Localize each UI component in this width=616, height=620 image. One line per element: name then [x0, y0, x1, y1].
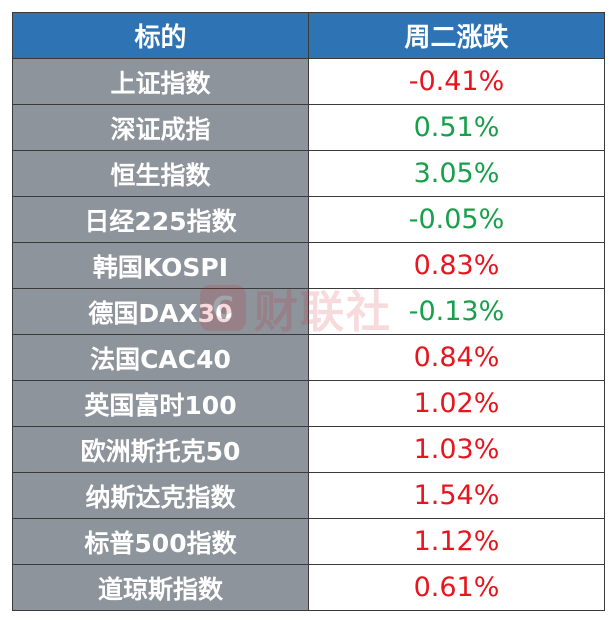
table-row: 德国DAX30 -0.13% — [12, 288, 605, 335]
index-name: 英国富时100 — [12, 380, 309, 427]
index-name: 道琼斯指数 — [12, 564, 309, 611]
table-header-row: 标的 周二涨跌 — [12, 12, 605, 59]
table-row: 日经225指数 -0.05% — [12, 196, 605, 243]
change-value: 3.05% — [308, 150, 605, 197]
table-row: 欧洲斯托克50 1.03% — [12, 426, 605, 473]
change-value: -0.41% — [308, 58, 605, 105]
index-name: 标普500指数 — [12, 518, 309, 565]
change-value: 0.83% — [308, 242, 605, 289]
market-change-table: 标的 周二涨跌 上证指数 -0.41% 深证成指 0.51% 恒生指数 3.05… — [12, 12, 605, 611]
market-table-container: 标的 周二涨跌 上证指数 -0.41% 深证成指 0.51% 恒生指数 3.05… — [12, 12, 605, 611]
index-name: 德国DAX30 — [12, 288, 309, 335]
table-row: 法国CAC40 0.84% — [12, 334, 605, 381]
change-value: -0.13% — [308, 288, 605, 335]
index-name: 日经225指数 — [12, 196, 309, 243]
table-row: 英国富时100 1.02% — [12, 380, 605, 427]
change-value: 0.51% — [308, 104, 605, 151]
change-value: 1.03% — [308, 426, 605, 473]
header-index-name: 标的 — [12, 12, 309, 59]
index-name: 韩国KOSPI — [12, 242, 309, 289]
change-value: 0.61% — [308, 564, 605, 611]
table-row: 纳斯达克指数 1.54% — [12, 472, 605, 519]
change-value: -0.05% — [308, 196, 605, 243]
table-row: 深证成指 0.51% — [12, 104, 605, 151]
table-row: 标普500指数 1.12% — [12, 518, 605, 565]
change-value: 1.02% — [308, 380, 605, 427]
index-name: 恒生指数 — [12, 150, 309, 197]
table-row: 恒生指数 3.05% — [12, 150, 605, 197]
change-value: 0.84% — [308, 334, 605, 381]
table-row: 上证指数 -0.41% — [12, 58, 605, 105]
index-name: 上证指数 — [12, 58, 309, 105]
table-row: 韩国KOSPI 0.83% — [12, 242, 605, 289]
index-name: 法国CAC40 — [12, 334, 309, 381]
index-name: 深证成指 — [12, 104, 309, 151]
table-row: 道琼斯指数 0.61% — [12, 564, 605, 611]
change-value: 1.54% — [308, 472, 605, 519]
index-name: 纳斯达克指数 — [12, 472, 309, 519]
change-value: 1.12% — [308, 518, 605, 565]
header-tuesday-change: 周二涨跌 — [308, 12, 605, 59]
index-name: 欧洲斯托克50 — [12, 426, 309, 473]
